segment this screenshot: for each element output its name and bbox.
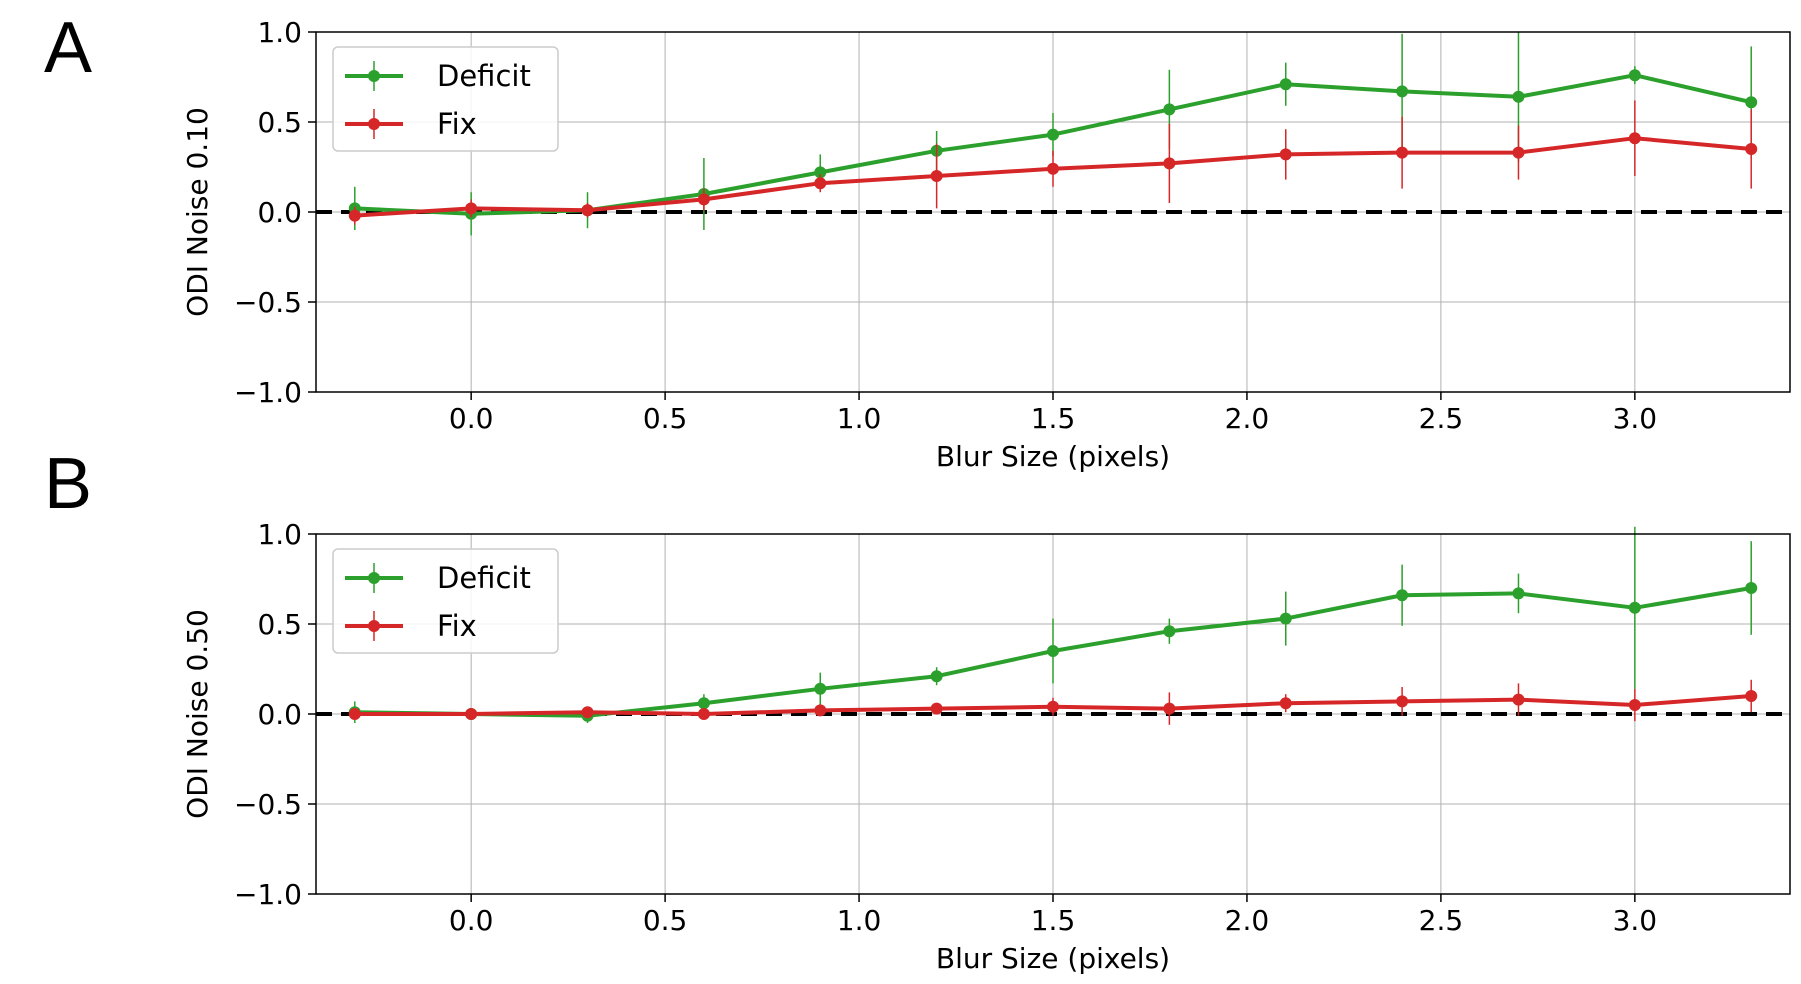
y-tick-label: 0.0 xyxy=(257,196,302,229)
x-tick-label: 3.0 xyxy=(1613,904,1658,937)
x-tick-label: 1.0 xyxy=(837,402,882,435)
fix-data-point xyxy=(1628,132,1641,145)
fix-data-point xyxy=(465,202,478,215)
fix-data-point xyxy=(1047,700,1059,713)
deficit-data-point xyxy=(1163,625,1176,638)
fix-data-point xyxy=(697,193,710,206)
deficit-data-point xyxy=(1628,69,1641,82)
fix-data-point xyxy=(930,170,943,182)
fix-data-point xyxy=(1163,702,1176,715)
plot-frame xyxy=(315,533,1791,895)
x-tick-label: 2.0 xyxy=(1225,402,1270,435)
x-tick-label: 0.5 xyxy=(643,402,688,435)
fix-data-point xyxy=(814,704,827,717)
y-tick-label: 0.5 xyxy=(257,608,302,641)
fix-data-point xyxy=(348,209,361,222)
x-tick-label: 1.5 xyxy=(1031,904,1076,937)
deficit-data-point xyxy=(1279,612,1292,625)
y-tick-label: 0.0 xyxy=(257,698,302,731)
y-axis-label: ODI Noise 0.10 xyxy=(181,107,214,317)
fix-data-point xyxy=(581,706,594,719)
deficit-data-point xyxy=(1628,601,1641,614)
y-tick-label: −1.0 xyxy=(234,376,302,409)
deficit-data-point xyxy=(1279,78,1292,91)
x-tick-label: 2.0 xyxy=(1225,904,1270,937)
x-tick-label: 0.5 xyxy=(643,904,688,937)
plot-frame xyxy=(315,31,1791,393)
legend-deficit-marker xyxy=(368,70,380,82)
fix-data-point xyxy=(1163,157,1176,170)
x-axis-label: Blur Size (pixels) xyxy=(936,942,1170,975)
y-tick-label: 1.0 xyxy=(257,16,302,49)
panel-label: B xyxy=(44,444,92,524)
deficit-data-point xyxy=(1745,582,1758,594)
fix-data-point xyxy=(1047,162,1059,175)
deficit-data-point xyxy=(814,682,827,695)
fix-data-point xyxy=(930,702,943,715)
x-tick-label: 1.5 xyxy=(1031,402,1076,435)
fix-data-point xyxy=(1279,697,1292,710)
y-tick-label: 0.5 xyxy=(257,106,302,139)
deficit-data-point xyxy=(1512,587,1525,600)
deficit-data-point xyxy=(1512,90,1525,103)
fix-data-point xyxy=(1512,146,1525,159)
legend-deficit-marker xyxy=(368,572,380,584)
deficit-data-point xyxy=(1047,128,1059,141)
y-tick-label: 1.0 xyxy=(257,518,302,551)
legend-fix-marker xyxy=(368,118,380,130)
legend-deficit-label: Deficit xyxy=(437,561,531,595)
deficit-data-point xyxy=(1396,85,1409,98)
fix-data-point xyxy=(1279,148,1292,161)
fix-data-point xyxy=(814,177,827,190)
deficit-data-point xyxy=(1163,103,1176,116)
fix-data-point xyxy=(1396,695,1409,708)
deficit-data-point xyxy=(1396,589,1409,602)
legend-fix-label: Fix xyxy=(437,107,477,141)
x-tick-label: 1.0 xyxy=(837,904,882,937)
y-tick-label: −1.0 xyxy=(234,878,302,911)
fix-data-point xyxy=(465,708,478,720)
fix-data-point xyxy=(1396,146,1409,159)
deficit-data-point xyxy=(930,670,943,683)
fix-data-point xyxy=(581,204,594,217)
fix-data-point xyxy=(348,708,361,720)
legend-fix-label: Fix xyxy=(437,609,477,643)
fix-data-point xyxy=(1745,690,1758,702)
fix-data-point xyxy=(697,708,710,720)
x-axis-label: Blur Size (pixels) xyxy=(936,440,1170,473)
deficit-data-point xyxy=(1745,96,1758,109)
deficit-data-point xyxy=(814,166,827,179)
x-tick-label: 3.0 xyxy=(1613,402,1658,435)
fix-data-point xyxy=(1628,699,1641,711)
x-tick-label: 0.0 xyxy=(449,402,494,435)
x-tick-label: 2.5 xyxy=(1419,904,1464,937)
fix-data-point xyxy=(1745,143,1758,155)
deficit-data-point xyxy=(1047,645,1059,657)
panel-a: A 0.0 0.5 1.0 1.5 2.0 2.5 3.0 1.0 0.5 0.0 −0.5 −1.0… xyxy=(44,8,1791,473)
x-tick-label: 0.0 xyxy=(449,904,494,937)
y-tick-label: −0.5 xyxy=(234,286,302,319)
legend-fix-marker xyxy=(368,620,380,632)
panel-b: B 0.0 0.5 1.0 1.5 2.0 2.5 3.0 1.0 0.5 0.0 −0.5 −1.0… xyxy=(44,444,1791,975)
y-axis-label: ODI Noise 0.50 xyxy=(181,609,214,819)
deficit-data-point xyxy=(697,697,710,710)
panel-label: A xyxy=(44,8,92,88)
y-tick-label: −0.5 xyxy=(234,788,302,821)
x-tick-label: 2.5 xyxy=(1419,402,1464,435)
fix-data-point xyxy=(1512,693,1525,706)
legend-deficit-label: Deficit xyxy=(437,59,531,93)
